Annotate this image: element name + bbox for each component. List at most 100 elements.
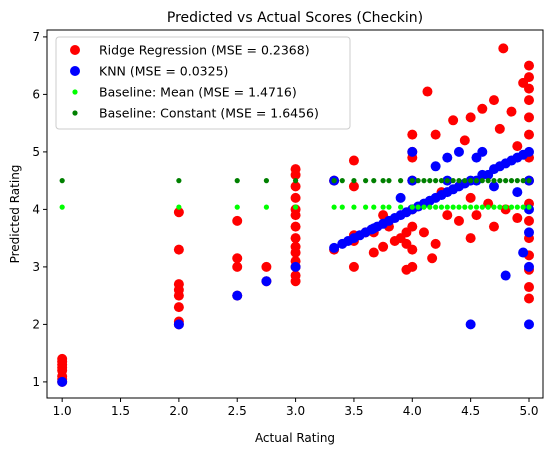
series-0-point: [471, 210, 482, 221]
series-0-point: [173, 279, 184, 290]
series-1-point: [329, 242, 340, 253]
series-3-point: [234, 178, 240, 184]
series-0-point: [407, 244, 418, 255]
series-2-point: [462, 204, 468, 210]
y-tick-label: 5: [32, 145, 40, 159]
series-0-point: [524, 282, 534, 293]
x-tick-label: 2.0: [169, 404, 188, 418]
series-3-point: [380, 178, 386, 184]
series-3-point: [438, 178, 445, 184]
series-3-point: [371, 178, 377, 184]
series-2-point: [491, 204, 497, 210]
series-0-point: [173, 302, 184, 313]
series-0-point: [453, 215, 464, 226]
series-1-point: [57, 376, 68, 387]
series-0-point: [524, 95, 534, 106]
series-2-point: [398, 204, 404, 210]
series-0-point: [506, 106, 517, 117]
chart-title: Predicted vs Actual Scores (Checkin): [167, 10, 423, 26]
y-tick-label: 6: [32, 87, 40, 101]
series-0-point: [465, 112, 476, 123]
series-2-point: [514, 204, 520, 210]
series-0-point: [173, 207, 184, 218]
x-axis-label: Actual Rating: [255, 431, 335, 445]
series-0-point: [427, 253, 438, 264]
x-tick-label: 3.5: [344, 404, 363, 418]
series-3-point: [468, 178, 474, 184]
series-3-point: [263, 178, 270, 184]
series-2-point: [468, 204, 474, 210]
series-1-point: [500, 270, 511, 281]
legend-marker: [70, 45, 80, 55]
plot-frame: [46, 29, 544, 399]
series-2-point: [421, 204, 427, 210]
series-0-point: [430, 238, 441, 249]
x-tick-label: 3.0: [286, 404, 305, 418]
series-0-point: [290, 221, 301, 232]
x-axis-ticks: 1.0 1.5 2.0 2.5 3.0 3.5 4.0 4.5 5.0: [53, 398, 539, 418]
data-points-layer: [57, 43, 534, 387]
series-3-point: [409, 178, 415, 184]
series-0-point: [465, 192, 476, 203]
series-0-point: [290, 270, 301, 281]
series-0-point: [494, 123, 505, 134]
series-1-point: [430, 161, 441, 172]
series-0-point: [290, 181, 301, 192]
series-2-point: [371, 204, 377, 210]
series-1-point: [524, 227, 534, 238]
series-0-point: [378, 241, 389, 252]
series-3-point: [331, 178, 337, 184]
series-2-point: [485, 204, 491, 210]
series-2-point: [176, 204, 182, 210]
series-0-point: [407, 261, 418, 272]
series-3-point: [176, 178, 182, 184]
series-0-point: [290, 233, 301, 244]
series-1-point: [290, 261, 301, 272]
series-0-point: [448, 115, 459, 126]
series-2-point: [263, 204, 270, 210]
series-3-point: [415, 178, 421, 184]
y-tick-label: 2: [32, 317, 40, 331]
series-0-point: [512, 141, 523, 152]
legend-label: Baseline: Constant (MSE = 1.6456): [99, 106, 319, 121]
y-tick-label: 3: [32, 260, 40, 274]
y-axis-label: Predicted Rating: [8, 165, 22, 264]
series-3-point: [363, 178, 369, 184]
series-3-point: [427, 178, 433, 184]
series-0-point: [524, 72, 534, 83]
series-0-point: [290, 241, 301, 252]
series-1-point: [488, 181, 499, 192]
series-1-point: [261, 276, 272, 287]
series-0-point: [407, 129, 418, 140]
series-3-point: [450, 178, 456, 184]
series-0-point: [368, 247, 379, 258]
series-0-point: [483, 198, 494, 209]
series-2-point: [433, 204, 439, 210]
series-0-point: [407, 221, 418, 232]
x-tick-label: 4.5: [461, 404, 480, 418]
series-3-point: [59, 178, 65, 184]
series-2-point: [479, 204, 485, 210]
series-3-point: [456, 178, 462, 184]
x-tick-label: 4.0: [403, 404, 422, 418]
series-2-point: [444, 204, 450, 210]
series-0-point: [232, 261, 243, 272]
series-1-point: [471, 152, 482, 163]
series-0-point: [290, 192, 301, 203]
series-0-point: [442, 210, 453, 221]
series-0-point: [422, 86, 433, 97]
series-2-point: [456, 204, 462, 210]
series-0-point: [348, 181, 359, 192]
legend-label: KNN (MSE = 0.0325): [99, 64, 228, 79]
series-0-point: [430, 129, 441, 140]
series-0-point: [477, 103, 488, 114]
series-2-point: [497, 204, 503, 210]
series-2-point: [59, 204, 65, 210]
series-2-point: [450, 204, 456, 210]
series-1-point: [407, 146, 418, 157]
x-tick-label: 1.0: [53, 404, 72, 418]
x-tick-label: 5.0: [519, 404, 538, 418]
series-0-point: [498, 43, 509, 54]
series-2-point: [508, 204, 515, 210]
